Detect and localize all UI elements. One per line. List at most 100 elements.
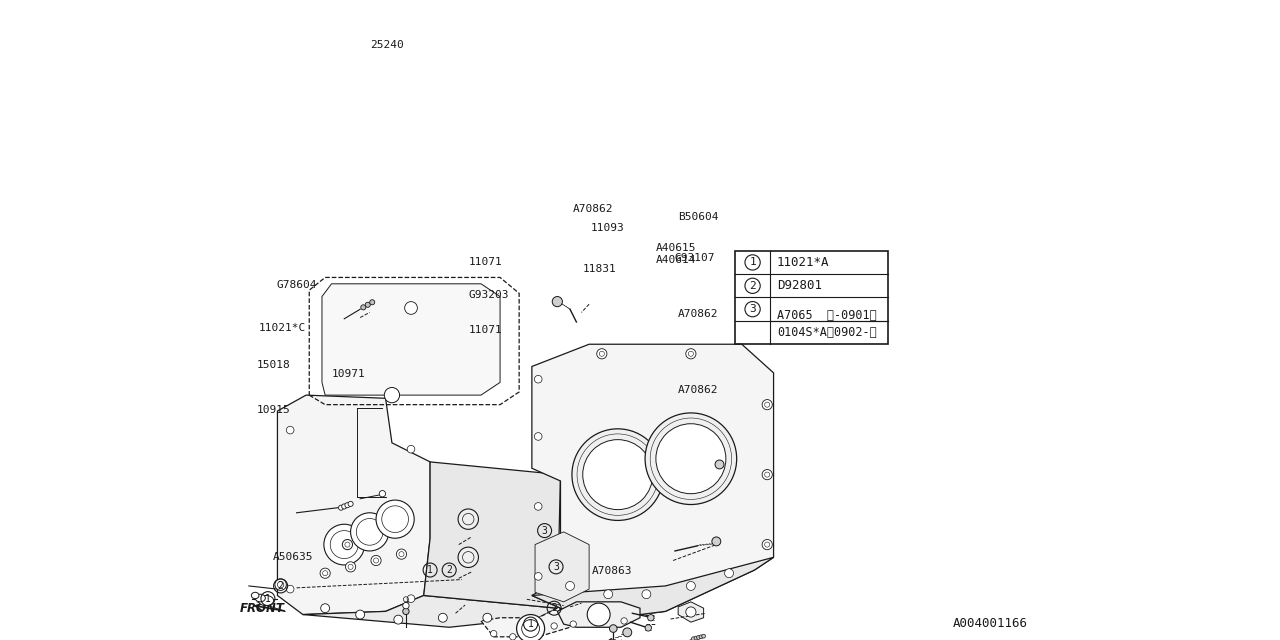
Text: 0104S*A＜0902-＞: 0104S*A＜0902-＞ <box>777 326 877 339</box>
Circle shape <box>384 387 399 403</box>
Circle shape <box>596 349 607 359</box>
Circle shape <box>712 537 721 546</box>
Polygon shape <box>323 284 500 395</box>
Circle shape <box>342 504 347 509</box>
Text: A70862: A70862 <box>573 204 613 214</box>
Text: FRONT: FRONT <box>241 602 285 614</box>
Text: 2: 2 <box>749 281 756 291</box>
Circle shape <box>342 540 352 550</box>
Polygon shape <box>532 344 773 621</box>
Circle shape <box>645 625 652 631</box>
Text: A40614: A40614 <box>655 255 696 264</box>
Circle shape <box>438 613 447 622</box>
Text: 3: 3 <box>553 562 559 572</box>
Text: A7065  ＜-0901＞: A7065 ＜-0901＞ <box>777 309 877 322</box>
Circle shape <box>609 625 617 632</box>
Circle shape <box>696 636 700 639</box>
Text: 11021*A: 11021*A <box>777 256 829 269</box>
Text: A40615: A40615 <box>655 243 696 253</box>
Circle shape <box>550 623 557 629</box>
Circle shape <box>535 433 541 440</box>
Text: G93107: G93107 <box>675 253 716 264</box>
Circle shape <box>621 618 627 624</box>
Text: 3: 3 <box>541 525 548 536</box>
Text: A004001166: A004001166 <box>954 618 1028 630</box>
Ellipse shape <box>259 595 274 605</box>
Circle shape <box>762 470 772 480</box>
Circle shape <box>535 573 541 580</box>
Polygon shape <box>557 602 640 627</box>
Polygon shape <box>535 532 589 602</box>
Circle shape <box>483 613 492 622</box>
Circle shape <box>344 502 349 508</box>
Circle shape <box>604 589 613 598</box>
Bar <box>736 251 888 344</box>
Circle shape <box>691 637 695 640</box>
Circle shape <box>648 614 654 621</box>
Circle shape <box>535 376 541 383</box>
Circle shape <box>338 505 343 510</box>
Circle shape <box>407 595 415 602</box>
Circle shape <box>287 586 294 593</box>
Text: 25240: 25240 <box>370 40 403 50</box>
Text: B50604: B50604 <box>678 212 718 222</box>
Text: G93203: G93203 <box>468 290 508 300</box>
Polygon shape <box>481 608 576 637</box>
Text: G78604: G78604 <box>276 280 316 290</box>
Ellipse shape <box>251 592 259 598</box>
Text: 1: 1 <box>265 594 271 604</box>
Circle shape <box>588 603 611 626</box>
Circle shape <box>645 413 737 504</box>
Circle shape <box>365 302 370 307</box>
Circle shape <box>641 589 650 598</box>
Text: 11071: 11071 <box>468 257 502 267</box>
Text: 2: 2 <box>447 565 452 575</box>
Circle shape <box>623 628 632 637</box>
Circle shape <box>403 608 410 614</box>
Circle shape <box>376 500 415 538</box>
Circle shape <box>370 300 375 305</box>
Circle shape <box>490 630 497 637</box>
Polygon shape <box>532 557 773 621</box>
Text: A70862: A70862 <box>678 308 718 319</box>
Text: 11831: 11831 <box>582 264 617 273</box>
Polygon shape <box>303 595 557 627</box>
Circle shape <box>655 424 726 493</box>
Circle shape <box>407 445 415 453</box>
Circle shape <box>694 636 698 640</box>
Text: A70863: A70863 <box>593 566 632 576</box>
Circle shape <box>287 426 294 434</box>
Text: A50635: A50635 <box>273 552 314 563</box>
Circle shape <box>699 635 703 639</box>
Circle shape <box>346 562 356 572</box>
Text: 11071: 11071 <box>468 324 502 335</box>
Text: 3: 3 <box>749 304 756 314</box>
Circle shape <box>716 460 724 469</box>
Circle shape <box>324 524 365 565</box>
Circle shape <box>356 610 365 619</box>
Circle shape <box>509 634 516 640</box>
Circle shape <box>686 582 695 590</box>
Circle shape <box>570 621 576 627</box>
Circle shape <box>582 440 653 509</box>
Circle shape <box>404 301 417 314</box>
Text: 1: 1 <box>428 565 433 575</box>
Circle shape <box>371 556 381 566</box>
Text: 1: 1 <box>749 257 756 268</box>
Polygon shape <box>278 395 430 614</box>
Circle shape <box>275 579 287 590</box>
Circle shape <box>686 607 696 617</box>
Circle shape <box>762 540 772 550</box>
Circle shape <box>320 568 330 579</box>
Text: 11093: 11093 <box>590 223 625 233</box>
Circle shape <box>458 547 479 568</box>
Text: D92801: D92801 <box>777 279 822 292</box>
Circle shape <box>403 602 410 609</box>
Text: 15018: 15018 <box>257 360 291 369</box>
Circle shape <box>535 502 541 510</box>
Polygon shape <box>424 462 561 608</box>
Circle shape <box>552 296 562 307</box>
Ellipse shape <box>255 594 265 602</box>
Circle shape <box>701 634 705 638</box>
Circle shape <box>351 513 389 551</box>
